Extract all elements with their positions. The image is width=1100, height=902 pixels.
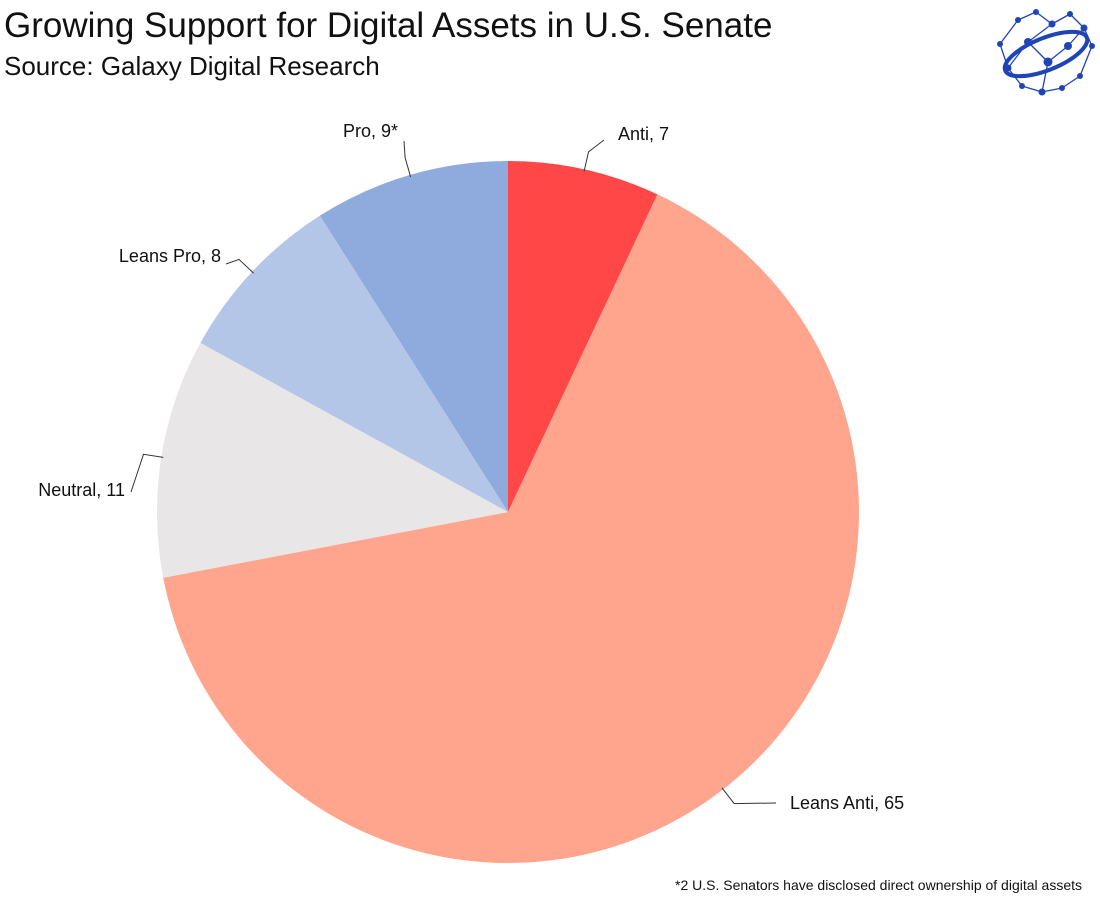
slice-label-anti: Anti, 7 [618,124,669,144]
slice-label-leans-pro: Leans Pro, 8 [119,246,221,266]
leader-line-leans-pro [226,259,254,273]
slice-label-neutral: Neutral, 11 [38,480,125,500]
slice-label-pro: Pro, 9* [343,121,398,141]
leader-line-pro [404,141,411,177]
pie-slices [157,161,859,863]
leader-line-anti [584,140,604,171]
pie-chart: Anti, 7 Leans Anti, 65 Neutral, 11 Leans… [0,0,1100,902]
footnote: *2 U.S. Senators have disclosed direct o… [675,876,1082,894]
leader-line-leans-anti [722,788,776,804]
slice-label-leans-anti: Leans Anti, 65 [790,793,904,813]
